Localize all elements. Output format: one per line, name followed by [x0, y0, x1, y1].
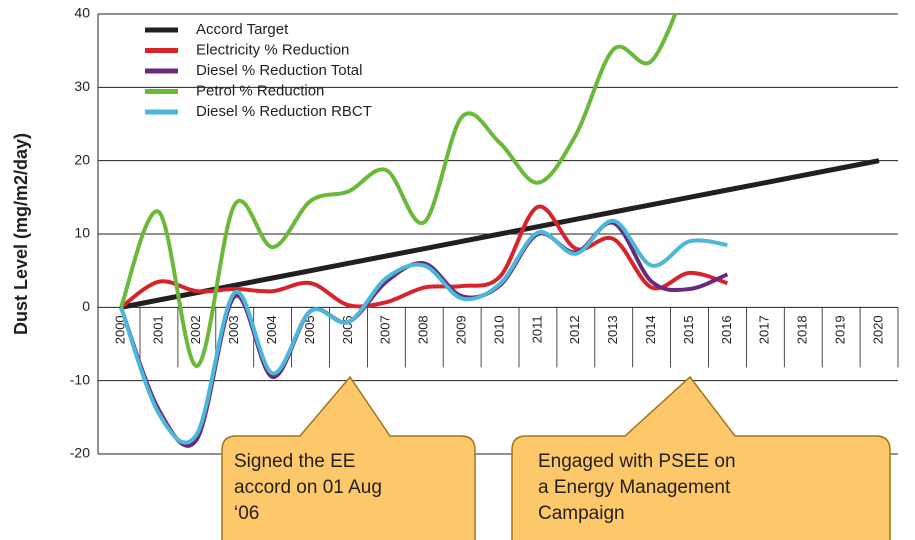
legend-label: Diesel % Reduction RBCT: [196, 103, 372, 120]
x-tick-label: 2017: [757, 315, 772, 344]
series-line: [119, 14, 678, 369]
annotation-text: accord on 01 Aug: [234, 477, 382, 498]
x-tick-label: 2015: [681, 315, 696, 344]
callout: [511, 375, 891, 540]
y-axis-label: Dust Level (mg/m2/day): [11, 133, 31, 335]
x-tick-label: 2008: [416, 315, 431, 344]
x-tick-label: 2013: [605, 315, 620, 344]
annotation-text: Engaged with PSEE on: [538, 451, 736, 472]
x-tick-label: 2011: [529, 315, 544, 343]
series-line: [120, 158, 880, 310]
x-tick-label: 2004: [264, 315, 279, 344]
x-tick-label: 2012: [567, 315, 582, 344]
y-tick-label: 10: [74, 225, 90, 241]
legend-label: Electricity % Reduction: [196, 41, 349, 58]
annotation-text: ‘06: [234, 503, 259, 524]
x-tick-label: 2000: [112, 315, 127, 344]
y-tick-label: 40: [74, 5, 90, 21]
x-tick-label: 2016: [719, 315, 734, 344]
legend-label: Diesel % Reduction Total: [196, 62, 362, 79]
x-tick-label: 2001: [150, 315, 165, 344]
x-tick-label: 2009: [454, 315, 469, 344]
annotation-text: a Energy Management: [538, 477, 731, 498]
x-tick-label: 2007: [378, 315, 393, 344]
series-line: [119, 218, 728, 445]
annotation-text: Campaign: [538, 503, 625, 524]
x-tick-label: 2019: [833, 315, 848, 344]
y-tick-label: -20: [70, 445, 90, 461]
x-tick-label: 2003: [226, 315, 241, 344]
legend-label: Accord Target: [196, 21, 289, 38]
x-tick-label: 2018: [795, 315, 810, 344]
x-tick-label: 2002: [188, 315, 203, 344]
x-tick-label: 2014: [643, 315, 658, 344]
y-tick-label: 30: [74, 78, 90, 94]
callout: [221, 375, 476, 540]
annotation-text: Signed the EE: [234, 451, 355, 472]
x-tick-label: 2005: [302, 315, 317, 344]
y-tick-label: 20: [74, 151, 90, 167]
legend-label: Petrol % Reduction: [196, 82, 324, 99]
series-line: [119, 204, 729, 309]
x-tick-label: 2010: [491, 315, 506, 344]
x-tick-label: 2020: [870, 315, 885, 344]
y-tick-label: -10: [70, 371, 90, 387]
y-tick-label: 0: [82, 298, 90, 314]
